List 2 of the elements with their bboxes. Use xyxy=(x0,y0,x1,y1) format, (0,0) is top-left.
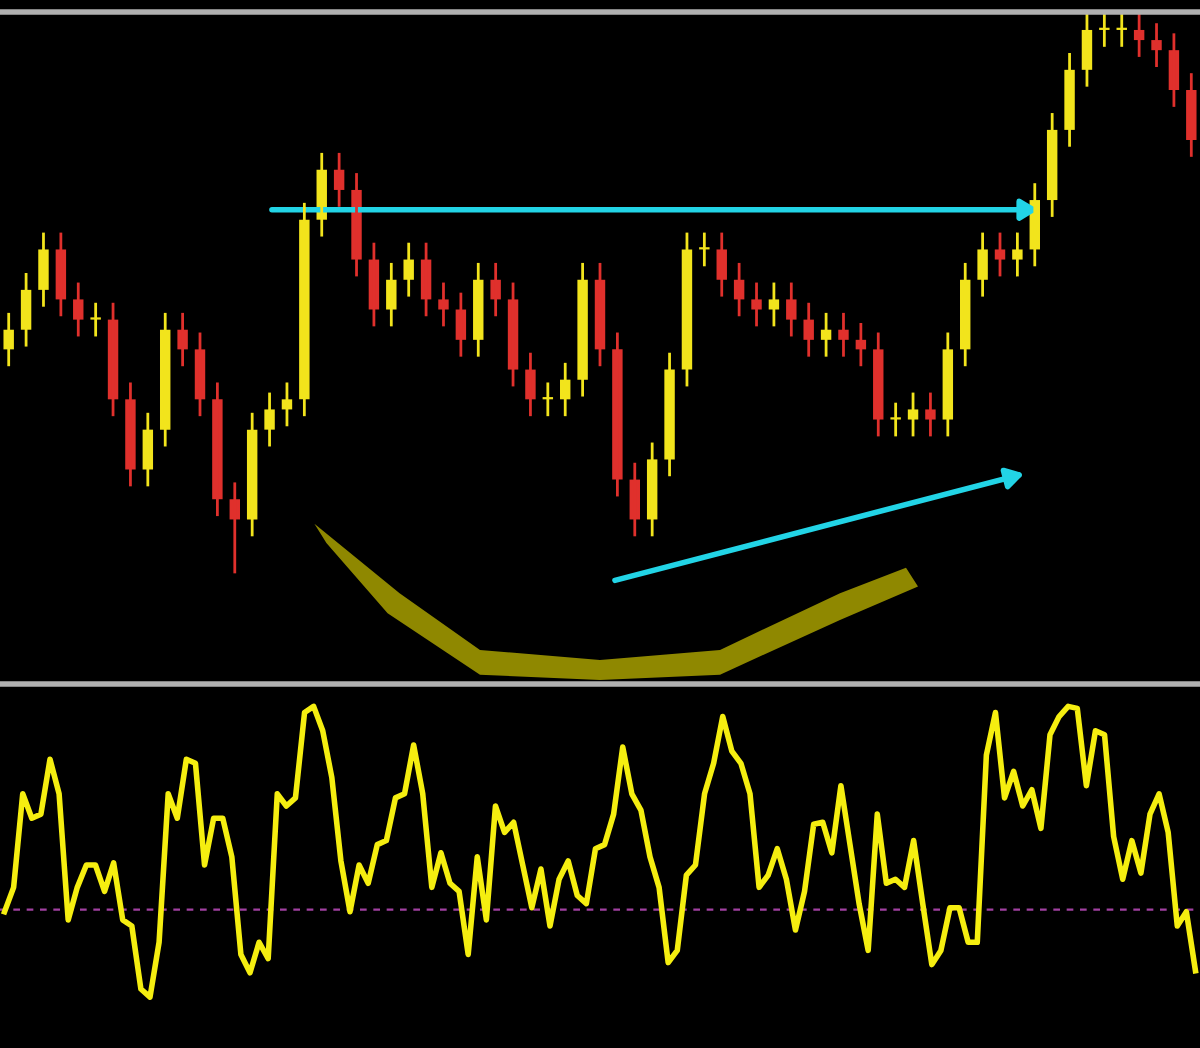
candlestick xyxy=(90,301,101,338)
candlestick xyxy=(890,401,901,438)
